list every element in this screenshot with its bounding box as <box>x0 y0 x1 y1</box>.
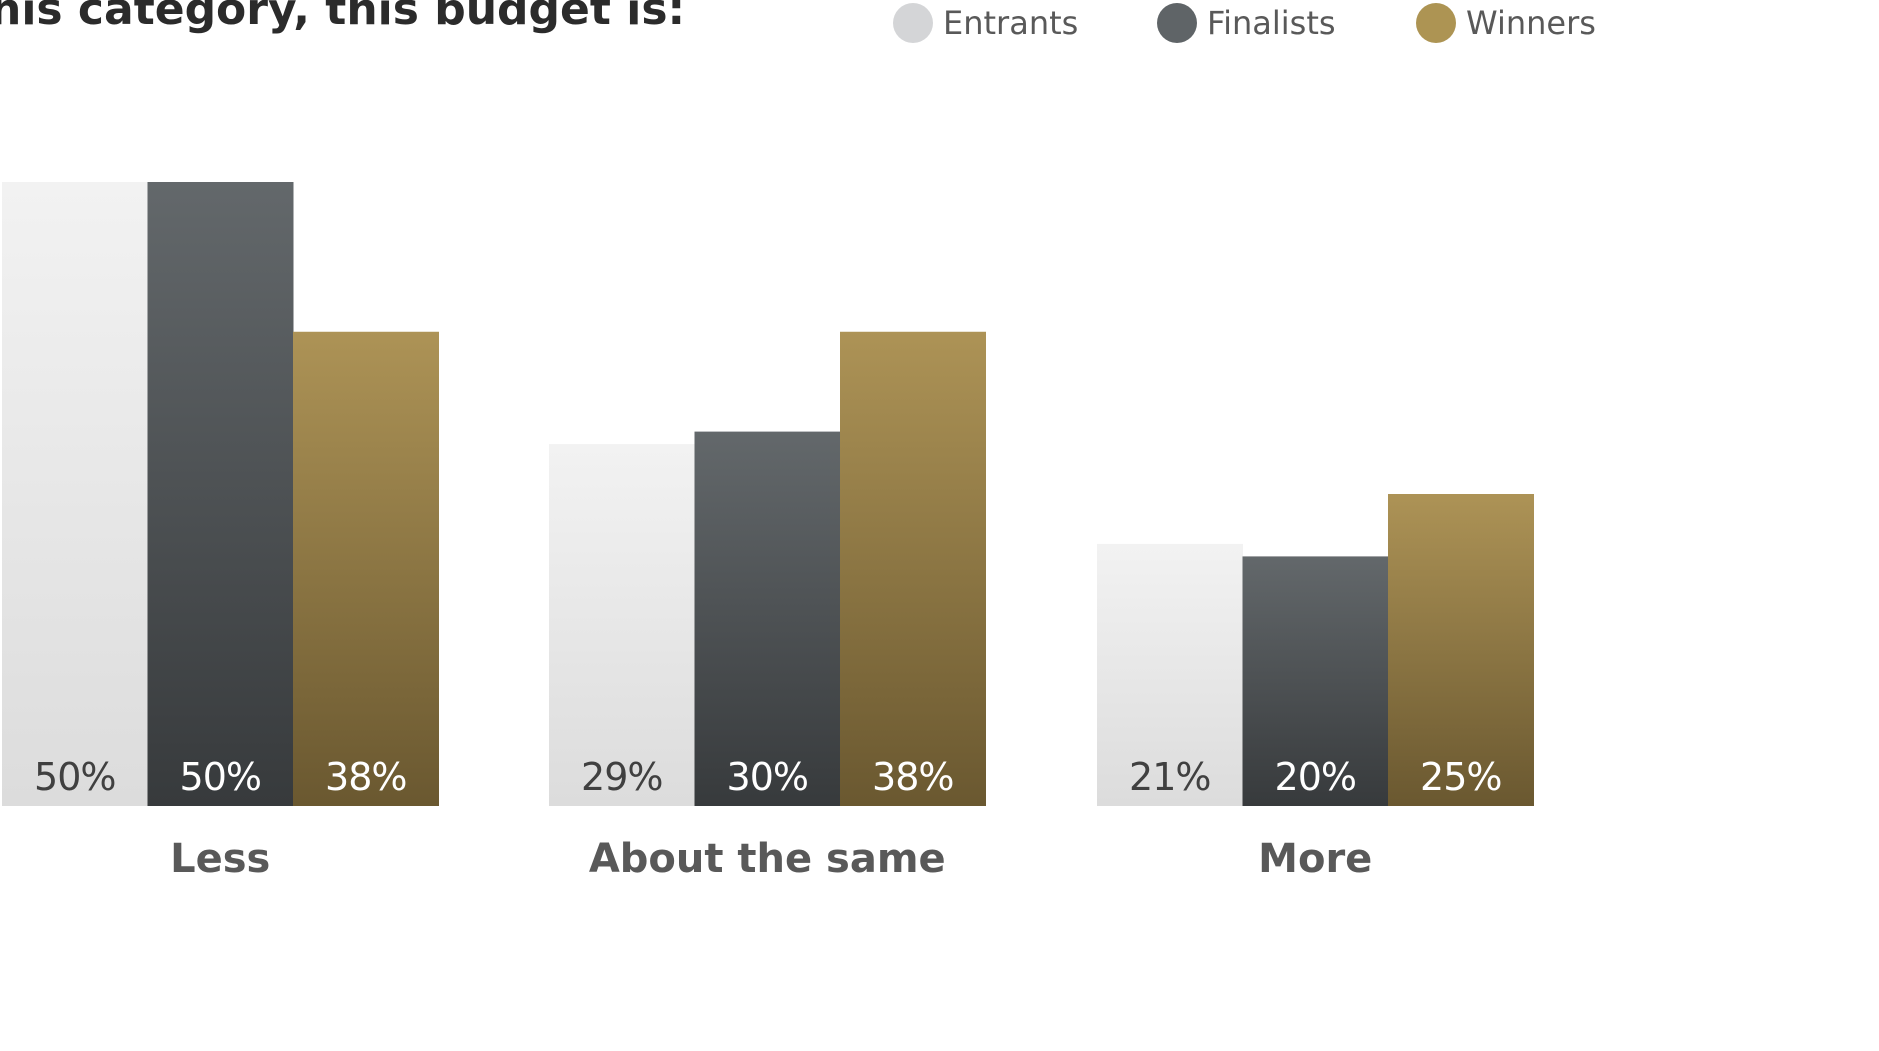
category-label-more: More <box>1258 836 1372 882</box>
bar-entrants-about-the-same <box>549 444 695 806</box>
labels-layer: 50% 50% 38% Less 29% 30% 38% About the same 21% 2… <box>34 755 1502 882</box>
legend-item-finalists: Finalists <box>1157 2 1336 44</box>
bar-finalists-about-the-same <box>694 431 841 806</box>
bar-winners-about-the-same <box>840 331 986 806</box>
bars-layer <box>2 182 1534 806</box>
legend-label-winners: Winners <box>1466 4 1596 42</box>
legend-item-winners: Winners <box>1416 2 1596 44</box>
bar-finalists-less <box>147 182 294 806</box>
legend-swatch-finalists <box>1157 3 1197 43</box>
value-label-winners-more: 25% <box>1420 755 1501 799</box>
bar-entrants-more <box>1097 543 1243 806</box>
value-label-finalists-about-the-same: 30% <box>727 755 808 799</box>
category-label-about-the-same: About the same <box>589 836 946 882</box>
bar-entrants-less <box>2 182 148 806</box>
value-label-entrants-about-the-same: 29% <box>581 755 662 799</box>
category-label-less: Less <box>170 836 270 882</box>
legend-swatch-winners <box>1416 3 1456 43</box>
legend-item-entrants: Entrants <box>893 2 1078 44</box>
value-label-entrants-less: 50% <box>34 755 115 799</box>
value-label-winners-about-the-same: 38% <box>872 755 953 799</box>
legend-label-finalists: Finalists <box>1207 4 1336 42</box>
value-label-winners-less: 38% <box>325 755 406 799</box>
value-label-finalists-less: 50% <box>180 755 261 799</box>
legend-label-entrants: Entrants <box>943 4 1079 42</box>
bar-winners-more <box>1388 494 1534 806</box>
value-label-entrants-more: 21% <box>1129 755 1210 799</box>
bar-winners-less <box>293 331 439 806</box>
legend-swatch-entrants <box>893 3 933 43</box>
bar-finalists-more <box>1242 556 1389 806</box>
chart-title: his category, this budget is: <box>0 0 686 35</box>
chart-legend: Entrants Finalists Winners <box>0 0 1879 50</box>
value-label-finalists-more: 20% <box>1275 755 1356 799</box>
